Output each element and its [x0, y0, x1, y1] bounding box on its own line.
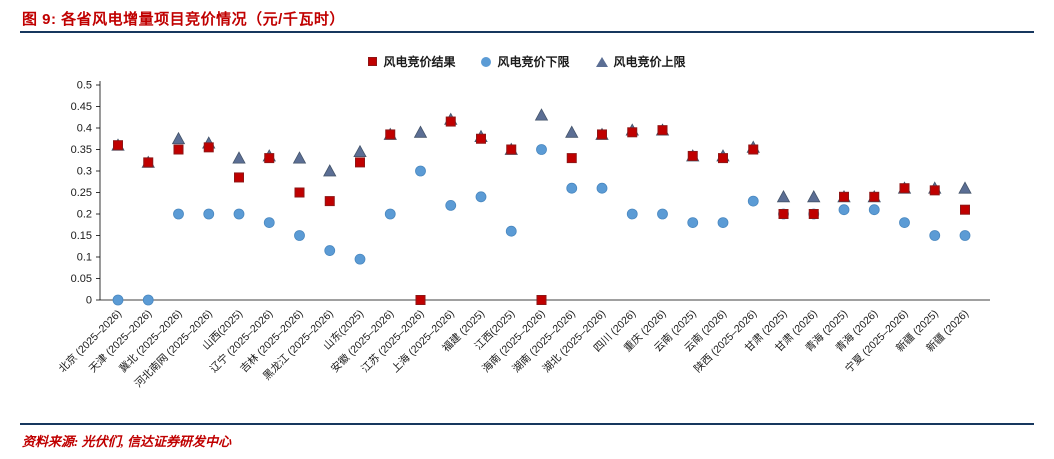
- lower-limit-marker: [687, 217, 699, 229]
- bid-result-marker: [355, 157, 365, 168]
- bid-result-marker: [718, 153, 728, 164]
- lower-limit-marker: [324, 245, 336, 256]
- y-tick-label: 0.05: [71, 273, 92, 285]
- lower-limit-marker: [868, 204, 880, 216]
- upper-limit-marker: [292, 151, 307, 164]
- bid-result-marker: [264, 153, 275, 164]
- upper-limit-marker: [323, 164, 337, 177]
- bid-result-marker: [234, 172, 244, 183]
- upper-limit-marker: [413, 125, 428, 138]
- bid-result-marker: [597, 129, 607, 140]
- lower-limit-marker: [415, 165, 426, 177]
- bid-result-marker: [869, 191, 880, 202]
- legend-label-lower: 风电竞价下限: [497, 55, 570, 69]
- bid-result-marker: [173, 144, 184, 155]
- lower-limit-marker: [657, 208, 668, 220]
- lower-limit-marker: [747, 195, 759, 207]
- bid-result-marker: [687, 150, 698, 161]
- upper-limit-marker: [807, 189, 821, 203]
- upper-limit-marker: [171, 131, 186, 145]
- lower-limit-marker: [717, 217, 729, 229]
- y-tick-label: 0.35: [71, 144, 92, 156]
- lower-limit-marker: [505, 225, 517, 237]
- y-tick-label: 0.3: [77, 166, 92, 178]
- bid-result-marker: [385, 129, 396, 140]
- upper-limit-marker: [534, 108, 549, 121]
- bid-result-marker: [143, 157, 154, 168]
- lower-limit-marker: [899, 217, 910, 229]
- source-note: 资料来源: 光伏们, 信达证券研发中心: [22, 434, 232, 449]
- scatter-chart: 00.050.10.150.20.250.30.350.40.450.5北京 (…: [56, 80, 990, 390]
- bid-result-marker: [203, 142, 214, 153]
- lower-limit-marker: [294, 230, 305, 241]
- bid-result-marker: [536, 295, 547, 305]
- y-tick-label: 0.25: [71, 187, 92, 199]
- y-tick-label: 0.4: [77, 123, 92, 135]
- bid-result-marker: [899, 183, 910, 194]
- y-tick-label: 0: [86, 295, 92, 307]
- upper-limit-marker: [353, 144, 367, 158]
- bid-result-marker: [294, 187, 305, 198]
- upper-limit-marker: [958, 181, 972, 194]
- red-square-marker-icon: [368, 57, 378, 66]
- legend-label-upper: 风电竞价上限: [613, 55, 686, 69]
- bid-result-marker: [415, 295, 426, 305]
- lower-limit-marker: [445, 199, 457, 211]
- bid-result-marker: [839, 191, 849, 202]
- y-tick-label: 0.1: [77, 252, 92, 264]
- lower-limit-marker: [263, 217, 275, 229]
- upper-limit-marker: [776, 189, 791, 203]
- lower-limit-marker: [536, 144, 547, 155]
- blue-circle-marker-icon: [481, 56, 492, 67]
- lower-limit-marker: [173, 208, 184, 220]
- y-tick-label: 0.2: [77, 209, 92, 221]
- lower-limit-marker: [112, 294, 124, 306]
- y-tick-label: 0.15: [71, 230, 92, 242]
- bid-result-marker: [778, 209, 789, 219]
- figure-title: 图 9: 各省风电增量项目竞价情况（元/千瓦时）: [22, 11, 345, 28]
- footer-divider: [20, 423, 1034, 425]
- lower-limit-marker: [566, 182, 578, 194]
- header-divider: [20, 31, 1034, 33]
- upper-limit-marker: [565, 125, 579, 138]
- bid-result-marker: [748, 144, 759, 155]
- slate-triangle-marker-icon: [595, 56, 608, 67]
- lower-limit-marker: [838, 204, 850, 216]
- y-tick-label: 0.45: [71, 101, 92, 113]
- chart-legend: 风电竞价结果 风电竞价下限 风电竞价上限: [0, 53, 1054, 70]
- bid-result-marker: [627, 127, 638, 138]
- legend-item-lower: 风电竞价下限: [481, 53, 570, 70]
- bid-result-marker: [445, 116, 456, 127]
- legend-label-result: 风电竞价结果: [383, 55, 456, 69]
- lower-limit-marker: [384, 208, 396, 220]
- bid-result-marker: [566, 153, 577, 164]
- legend-item-upper: 风电竞价上限: [595, 53, 686, 70]
- bid-result-marker: [960, 204, 970, 215]
- bid-result-marker: [657, 125, 668, 136]
- bid-result-marker: [476, 133, 486, 144]
- lower-limit-marker: [475, 191, 487, 203]
- y-tick-label: 0.5: [77, 80, 92, 92]
- lower-limit-marker: [596, 182, 608, 194]
- lower-limit-marker: [233, 208, 245, 220]
- lower-limit-marker: [929, 230, 941, 241]
- bid-result-marker: [808, 209, 819, 219]
- lower-limit-marker: [354, 253, 366, 265]
- bid-result-marker: [324, 196, 335, 207]
- upper-limit-marker: [232, 151, 246, 164]
- bid-result-marker: [113, 140, 123, 151]
- bid-result-marker: [506, 144, 517, 155]
- lower-limit-marker: [626, 208, 638, 220]
- lower-limit-marker: [142, 294, 154, 306]
- lower-limit-marker: [959, 230, 971, 241]
- bid-result-marker: [929, 185, 940, 196]
- lower-limit-marker: [203, 208, 215, 220]
- legend-item-result: 风电竞价结果: [368, 53, 455, 70]
